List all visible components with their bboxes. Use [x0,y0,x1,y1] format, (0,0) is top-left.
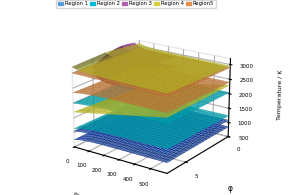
X-axis label: Pressure / atm: Pressure / atm [73,191,118,195]
Y-axis label: φ: φ [227,184,232,193]
Legend: Region 1, Region 2, Region 3, Region 4, Region5: Region 1, Region 2, Region 3, Region 4, … [56,0,216,8]
